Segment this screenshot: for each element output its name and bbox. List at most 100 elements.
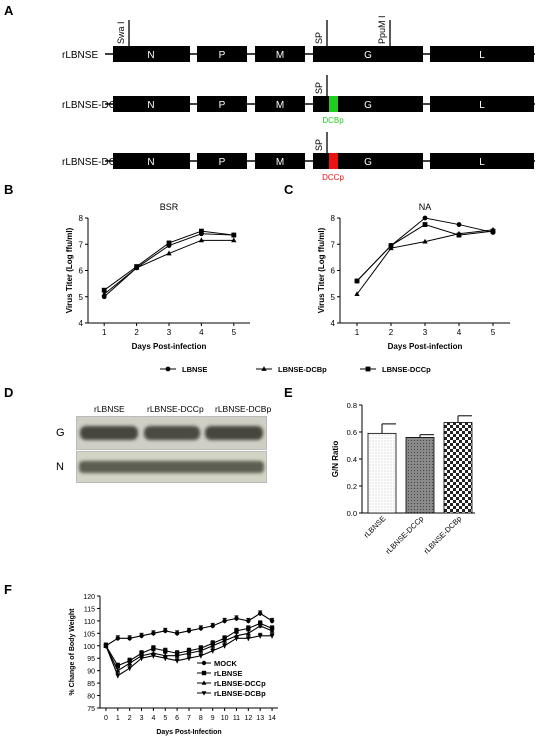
- data-point: [222, 618, 227, 624]
- series-LBNSE-DCCp: [101, 228, 237, 293]
- data-point: [246, 626, 251, 631]
- data-point: [166, 250, 172, 256]
- x-tick-label: 4: [457, 328, 462, 337]
- genome-diagram: rLBNSE N P M G L Swa I SP PpuM I rLBNSE-…: [62, 15, 535, 182]
- legend-marker: [261, 366, 267, 371]
- series-rLBNSE-DCCp: [103, 622, 275, 674]
- x-axis-label: Days Post-Infection: [156, 729, 221, 736]
- y-tick-label: 5: [79, 293, 84, 302]
- legend-item: LBNSE: [160, 365, 207, 374]
- data-point: [163, 648, 168, 653]
- data-point: [166, 240, 172, 246]
- gene-n: N: [147, 50, 154, 61]
- sp-site-label: SP: [314, 32, 324, 44]
- x-tick-label: 13: [256, 715, 264, 722]
- data-point: [210, 623, 215, 629]
- data-point: [174, 658, 180, 664]
- x-tick-label: 8: [199, 715, 203, 722]
- bar: [443, 422, 473, 514]
- y-tick-label: 90: [87, 669, 95, 676]
- series-rLBNSE-DCBp: [103, 632, 275, 679]
- x-tick-label: 5: [163, 715, 167, 722]
- y-tick-label: 6: [331, 267, 336, 276]
- legend-item: rLBNSE: [197, 669, 242, 678]
- y-tick-label: 6: [79, 267, 84, 276]
- y-tick-label: 7: [79, 240, 84, 249]
- legend-marker: [201, 670, 207, 676]
- series-LBNSE-DCBp: [101, 237, 237, 297]
- x-tick-label: 9: [211, 715, 215, 722]
- legend-item: rLBNSE-DCCp: [197, 679, 266, 688]
- data-point: [198, 653, 204, 659]
- gene-p: P: [219, 50, 226, 61]
- data-point: [354, 278, 360, 284]
- swa-i-site-label: Swa I: [116, 21, 126, 44]
- gene-g: G: [364, 50, 372, 61]
- legend-label: LBNSE-DCBp: [278, 365, 327, 374]
- y-tick-label: 115: [84, 606, 95, 613]
- y-tick-label: 0.2: [347, 482, 357, 491]
- legend-item: MOCK: [197, 659, 237, 668]
- x-axis-label: Days Post-infection: [132, 342, 207, 351]
- bar: [405, 437, 435, 514]
- x-tick-label: 2: [134, 328, 139, 337]
- gene-p: P: [219, 157, 226, 168]
- data-point: [115, 663, 120, 668]
- legend-label: MOCK: [214, 659, 237, 668]
- legend-label: rLBNSE: [214, 669, 242, 678]
- data-point: [162, 656, 168, 661]
- data-point: [422, 238, 428, 244]
- data-point: [210, 643, 216, 648]
- blot-row-label-g: G: [56, 427, 65, 439]
- y-tick-label: 100: [83, 644, 95, 651]
- legend-marker: [165, 366, 171, 372]
- data-point: [456, 222, 462, 227]
- data-point: [422, 222, 428, 227]
- legend-label: rLBNSE-DCBp: [214, 689, 266, 698]
- data-point: [174, 653, 180, 658]
- y-axis-label: Virus Titer (Log ffu/ml): [317, 227, 326, 313]
- lane-label: rLBNSE-DCCp: [147, 404, 204, 414]
- data-point: [388, 243, 394, 248]
- y-tick-label: 7: [331, 240, 336, 249]
- y-tick-label: 120: [83, 594, 95, 601]
- x-tick-label: 12: [244, 715, 252, 722]
- data-point: [422, 215, 428, 221]
- data-point: [115, 673, 121, 679]
- lane-label: rLBNSE-DCBp: [215, 404, 272, 414]
- panel-letter-b: B: [4, 182, 14, 197]
- y-tick-label: 0.8: [347, 401, 357, 410]
- data-point: [269, 628, 275, 633]
- x-axis-label: Days Post-infection: [388, 342, 463, 351]
- data-point: [127, 636, 132, 641]
- dcbp-insert: [329, 96, 338, 112]
- series-line: [356, 224, 494, 282]
- x-tick-label: 11: [233, 715, 240, 722]
- data-point: [186, 628, 192, 634]
- chart-title: BSR: [160, 202, 179, 212]
- x-tick-label: 5: [491, 328, 496, 337]
- y-tick-label: 0.6: [347, 428, 357, 437]
- y-axis-label: % Change of Body Weight: [69, 608, 76, 696]
- y-tick-label: 85: [87, 681, 95, 688]
- panel-letter-f: F: [4, 582, 12, 597]
- gene-l: L: [479, 50, 485, 61]
- data-point: [101, 291, 107, 297]
- x-tick-label: 4: [151, 715, 155, 722]
- lane-label: rLBNSE: [94, 404, 125, 414]
- construct-label: rLBNSE-DCCp: [62, 157, 129, 168]
- data-point: [257, 634, 263, 639]
- data-point: [174, 631, 180, 636]
- legend-marker: [201, 691, 207, 696]
- legend-label: LBNSE: [182, 365, 207, 374]
- data-point: [186, 650, 192, 656]
- y-tick-label: 0.0: [347, 509, 357, 518]
- y-axis-label: Virus Titer (Log ffu/ml): [65, 227, 74, 313]
- dccp-insert: [329, 153, 338, 169]
- y-tick-label: 95: [87, 656, 95, 663]
- x-tick-label: 4: [199, 328, 204, 337]
- blot-band: [205, 426, 263, 440]
- series-line: [356, 217, 494, 282]
- data-point: [246, 618, 251, 624]
